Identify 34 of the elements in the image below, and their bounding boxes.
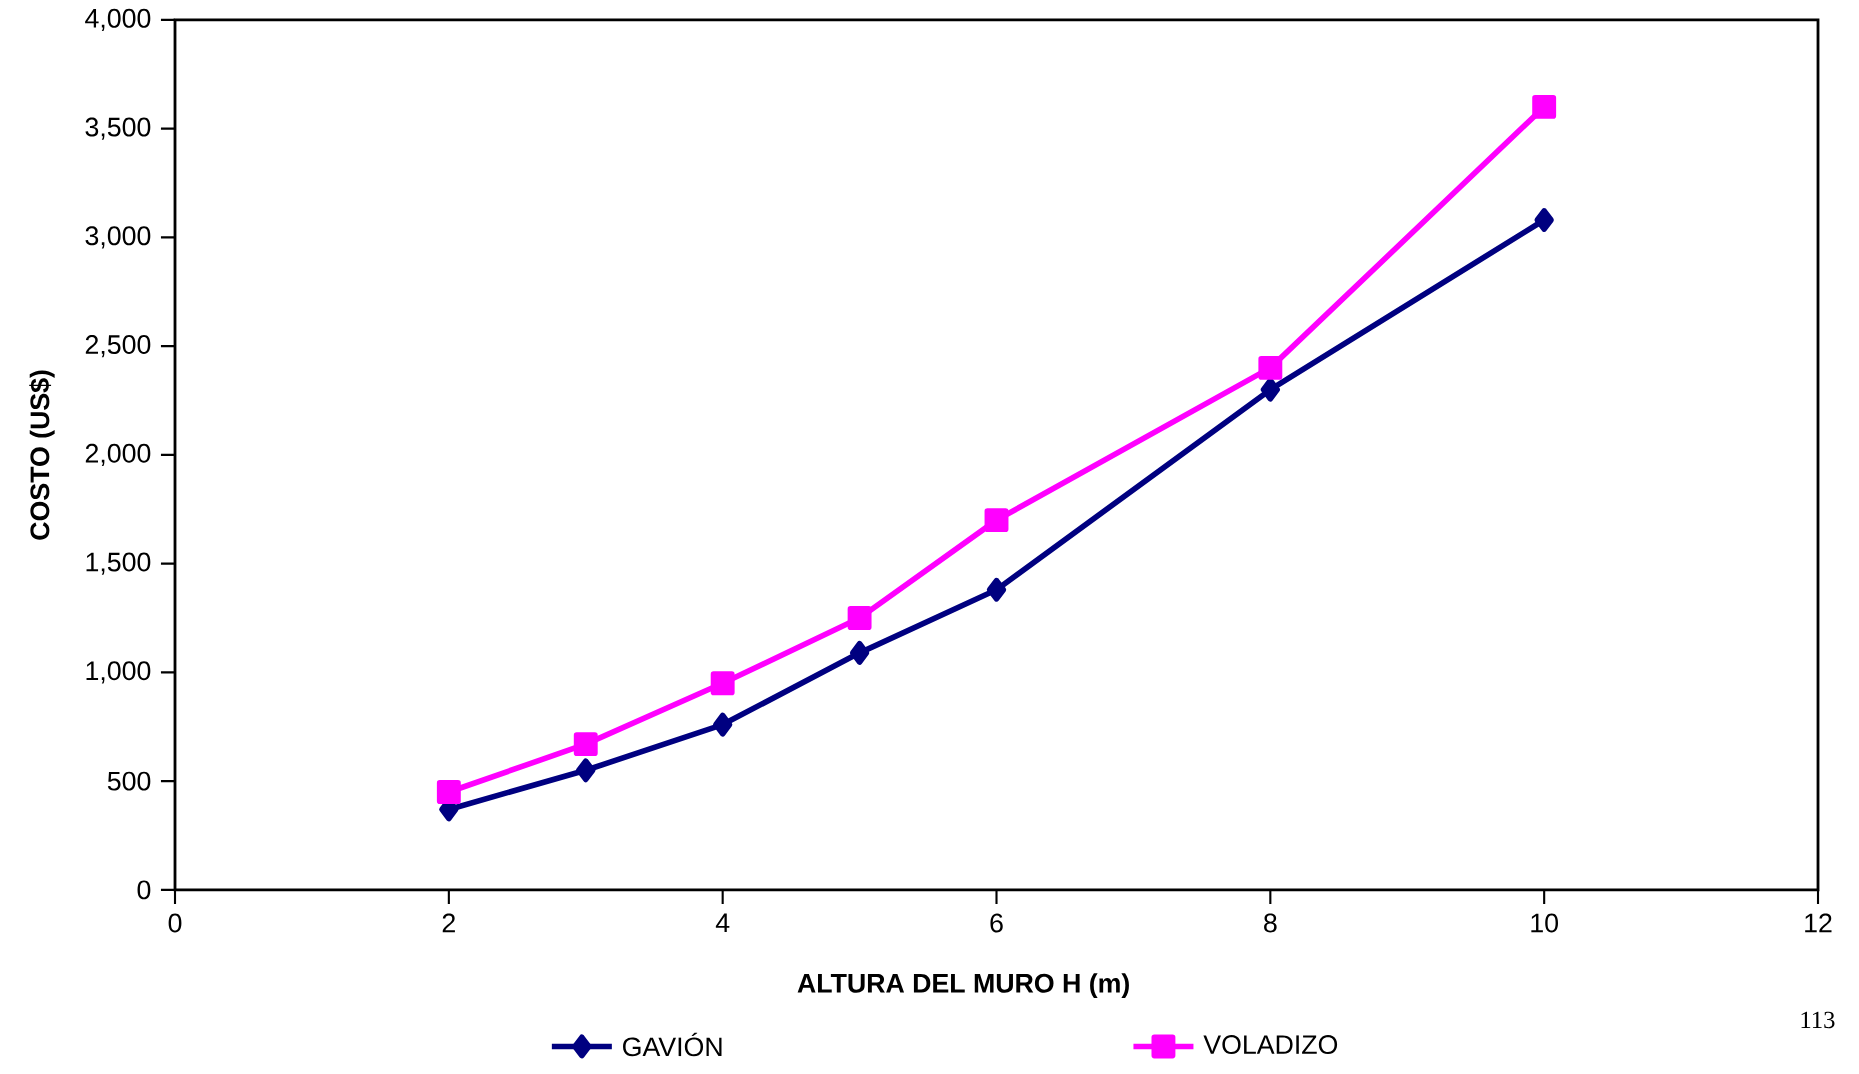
- legend-label: GAVIÓN: [623, 1032, 722, 1057]
- y-tick-label: 0: [137, 880, 151, 900]
- x-tick-label: 8: [1264, 913, 1277, 933]
- legend-label: VOLADIZO: [1203, 1035, 1338, 1055]
- x-tick-label: 10: [1531, 913, 1558, 933]
- point: [986, 577, 1007, 602]
- x-tick-label: 12: [1805, 913, 1832, 933]
- y-tick-label: 3,000: [85, 226, 151, 249]
- x-tick-label: 2: [442, 913, 455, 933]
- y-axis-title: COSTO (US$): [29, 370, 55, 540]
- point: [1260, 377, 1280, 402]
- x-tick-label: 6: [990, 913, 1003, 933]
- point: [436, 780, 461, 804]
- y-tick-label: 1,500: [86, 552, 151, 575]
- y-tick-label: 4,000: [85, 8, 151, 31]
- point: [1258, 355, 1283, 380]
- point: [1534, 207, 1554, 232]
- point: [713, 712, 733, 737]
- point: [573, 732, 598, 757]
- y-tick-label: 3,500: [85, 117, 151, 140]
- y-tick-label: 500: [107, 771, 151, 791]
- x-axis-title: ALTURA DEL MURO H (m): [797, 973, 1129, 998]
- point: [1532, 94, 1557, 119]
- point: [576, 758, 596, 783]
- x-tick-label: 0: [168, 913, 182, 933]
- y-tick-label: 2,000: [85, 443, 151, 466]
- point: [984, 508, 1009, 533]
- text: 113: [1801, 1011, 1835, 1029]
- y-tick-label: 1,000: [86, 661, 151, 684]
- x-tick-label: 4: [715, 913, 730, 932]
- point: [849, 640, 870, 665]
- point: [847, 606, 872, 630]
- y-tick-label: 2,500: [85, 335, 151, 358]
- point: [710, 671, 735, 696]
